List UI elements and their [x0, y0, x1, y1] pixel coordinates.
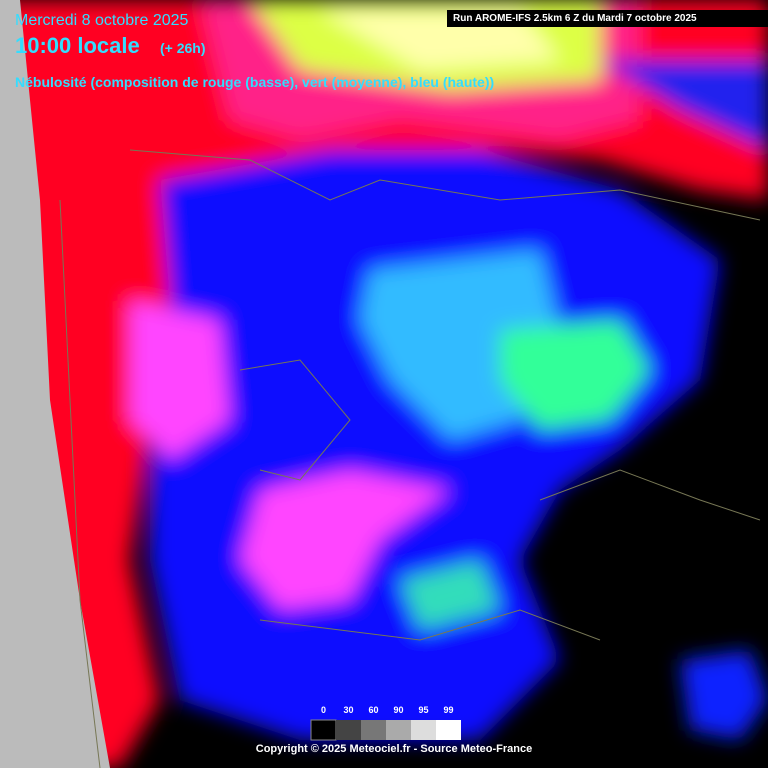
borders — [59, 149, 761, 768]
legend-label: 99 — [443, 705, 454, 715]
land-mask — [0, 0, 110, 768]
date: Mercredi 8 octobre 2025 — [15, 12, 189, 29]
legend-label: 60 — [368, 705, 379, 715]
legend-label: 95 — [418, 705, 429, 715]
legend-label: 90 — [393, 705, 404, 715]
legend-swatches — [310, 719, 461, 741]
run-info: Run AROME-IFS 2.5km 6 Z du Mardi 7 octob… — [447, 10, 768, 27]
legend-label: 30 — [343, 705, 354, 715]
legend-label: 0 — [320, 705, 326, 715]
copyright: Copyright © 2025 Meteociel.fr - Source M… — [255, 743, 533, 755]
hour: 10:00 locale — [15, 33, 140, 58]
description: Nébulosité (composition de rouge (basse)… — [15, 74, 495, 90]
lead-time: (+ 26h) — [160, 40, 206, 56]
